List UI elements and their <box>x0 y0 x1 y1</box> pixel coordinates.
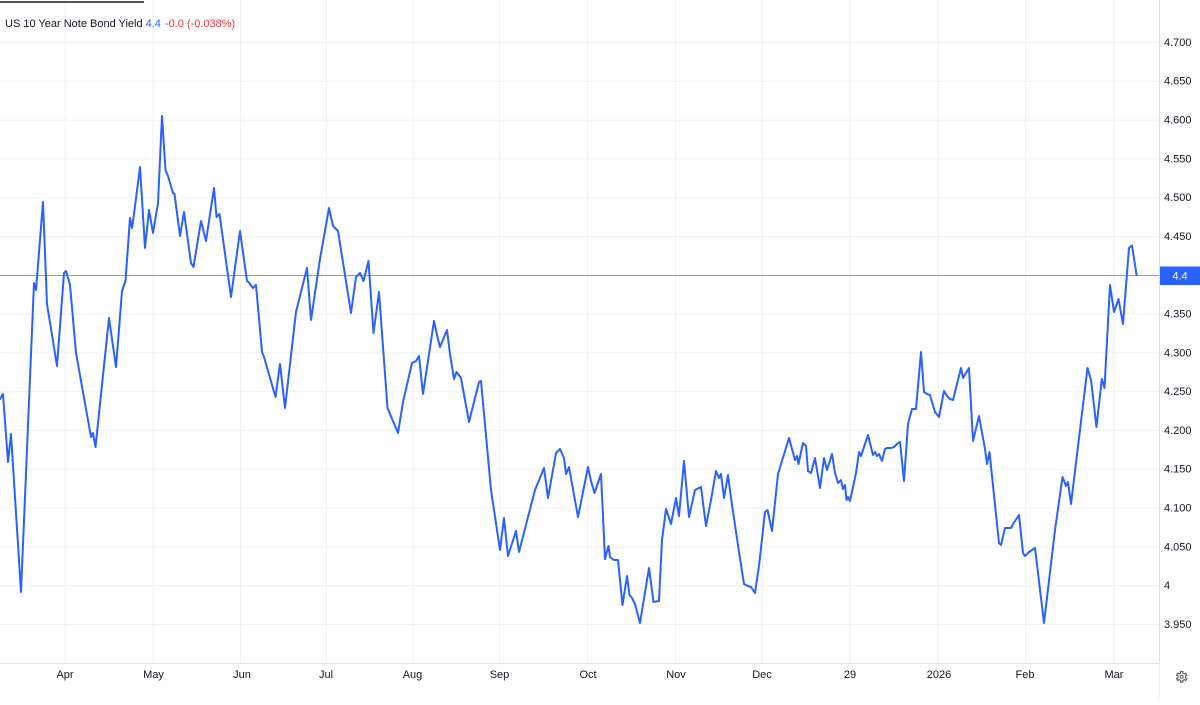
svg-text:May: May <box>143 669 164 681</box>
svg-text:4.4: 4.4 <box>1172 270 1187 282</box>
svg-text:Jul: Jul <box>319 669 333 681</box>
svg-text:2026: 2026 <box>927 669 951 681</box>
svg-text:4.200: 4.200 <box>1164 425 1192 437</box>
svg-text:4.300: 4.300 <box>1164 347 1192 359</box>
svg-text:4.050: 4.050 <box>1164 541 1192 553</box>
svg-text:Mar: Mar <box>1105 669 1124 681</box>
svg-text:4.550: 4.550 <box>1164 153 1192 165</box>
svg-text:29: 29 <box>844 669 856 681</box>
svg-text:Apr: Apr <box>56 669 73 681</box>
svg-text:Aug: Aug <box>403 669 423 681</box>
svg-text:4.150: 4.150 <box>1164 464 1192 476</box>
svg-text:4.250: 4.250 <box>1164 386 1192 398</box>
svg-text:3.950: 3.950 <box>1164 619 1192 631</box>
svg-text:Nov: Nov <box>666 669 686 681</box>
svg-text:4: 4 <box>1164 580 1170 592</box>
svg-text:Oct: Oct <box>579 669 596 681</box>
svg-text:Feb: Feb <box>1016 669 1035 681</box>
svg-text:4.100: 4.100 <box>1164 503 1192 515</box>
svg-text:4.350: 4.350 <box>1164 309 1192 321</box>
svg-text:Sep: Sep <box>490 669 510 681</box>
svg-text:4.700: 4.700 <box>1164 37 1192 49</box>
svg-text:Dec: Dec <box>752 669 772 681</box>
svg-text:4.650: 4.650 <box>1164 76 1192 88</box>
svg-text:Jun: Jun <box>233 669 251 681</box>
svg-text:4.450: 4.450 <box>1164 231 1192 243</box>
svg-text:4.500: 4.500 <box>1164 192 1192 204</box>
svg-text:4.600: 4.600 <box>1164 115 1192 127</box>
